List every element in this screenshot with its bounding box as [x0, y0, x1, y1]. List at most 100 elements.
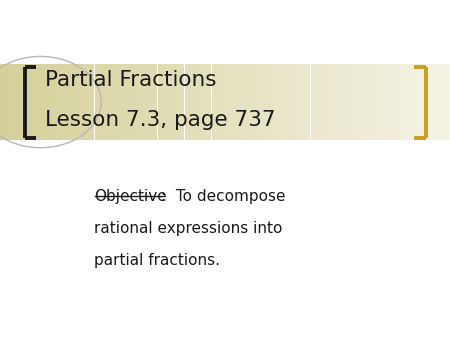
Bar [94, 64, 99, 140]
Text: Objective: Objective [94, 189, 167, 204]
Bar [58, 64, 63, 140]
Bar [184, 64, 189, 140]
Bar [72, 64, 76, 140]
Bar [248, 64, 252, 140]
Bar [36, 64, 40, 140]
Bar [441, 64, 446, 140]
Bar [333, 64, 338, 140]
Bar [40, 64, 45, 140]
Bar [320, 64, 324, 140]
Bar [27, 64, 32, 140]
Bar [396, 64, 400, 140]
Bar [216, 64, 220, 140]
Bar [428, 64, 432, 140]
Bar [243, 64, 248, 140]
Bar [112, 64, 117, 140]
Text: Partial Fractions: Partial Fractions [45, 70, 216, 91]
Bar [315, 64, 320, 140]
Bar [432, 64, 436, 140]
Bar [0, 64, 4, 140]
Bar [256, 64, 261, 140]
Bar [234, 64, 238, 140]
Bar [446, 64, 450, 140]
Bar [297, 64, 302, 140]
Bar [4, 64, 9, 140]
Bar [400, 64, 405, 140]
Bar [351, 64, 356, 140]
Bar [302, 64, 306, 140]
Bar [148, 64, 153, 140]
Bar [68, 64, 72, 140]
Bar [45, 64, 50, 140]
Bar [32, 64, 36, 140]
Text: partial fractions.: partial fractions. [94, 254, 220, 268]
Bar [202, 64, 207, 140]
Bar [198, 64, 202, 140]
Bar [279, 64, 284, 140]
Bar [166, 64, 171, 140]
Bar [414, 64, 418, 140]
Text: Lesson 7.3, page 737: Lesson 7.3, page 737 [45, 110, 275, 130]
Bar [104, 64, 108, 140]
Bar [423, 64, 428, 140]
Bar [50, 64, 54, 140]
Bar [356, 64, 360, 140]
Bar [22, 64, 27, 140]
Bar [135, 64, 140, 140]
Bar [158, 64, 162, 140]
Bar [144, 64, 148, 140]
Bar [418, 64, 423, 140]
Bar [126, 64, 130, 140]
Bar [86, 64, 90, 140]
Bar [342, 64, 346, 140]
Text: rational expressions into: rational expressions into [94, 221, 283, 236]
Bar [364, 64, 369, 140]
Bar [162, 64, 166, 140]
Bar [212, 64, 216, 140]
Bar [108, 64, 112, 140]
Bar [410, 64, 414, 140]
Bar [324, 64, 328, 140]
Bar [171, 64, 176, 140]
Bar [189, 64, 194, 140]
Bar [369, 64, 374, 140]
Bar [153, 64, 157, 140]
Bar [405, 64, 410, 140]
Bar [382, 64, 387, 140]
Bar [180, 64, 184, 140]
Bar [76, 64, 81, 140]
Bar [266, 64, 270, 140]
Bar [81, 64, 86, 140]
Bar [90, 64, 94, 140]
Bar [54, 64, 58, 140]
Bar [130, 64, 135, 140]
Bar [374, 64, 378, 140]
Bar [378, 64, 382, 140]
Bar [338, 64, 342, 140]
Bar [194, 64, 198, 140]
Bar [122, 64, 126, 140]
Bar [310, 64, 315, 140]
Bar [238, 64, 243, 140]
Bar [225, 64, 230, 140]
Bar [328, 64, 333, 140]
Bar [63, 64, 68, 140]
Bar [220, 64, 225, 140]
Bar [261, 64, 266, 140]
Bar [306, 64, 310, 140]
Text: :  To decompose: : To decompose [161, 189, 286, 204]
Bar [270, 64, 274, 140]
Bar [252, 64, 256, 140]
Bar [284, 64, 288, 140]
Bar [18, 64, 22, 140]
Bar [117, 64, 122, 140]
Bar [14, 64, 18, 140]
Bar [360, 64, 364, 140]
Bar [387, 64, 392, 140]
Bar [99, 64, 104, 140]
Bar [346, 64, 351, 140]
Bar [436, 64, 441, 140]
Bar [207, 64, 211, 140]
Bar [292, 64, 297, 140]
Bar [392, 64, 396, 140]
